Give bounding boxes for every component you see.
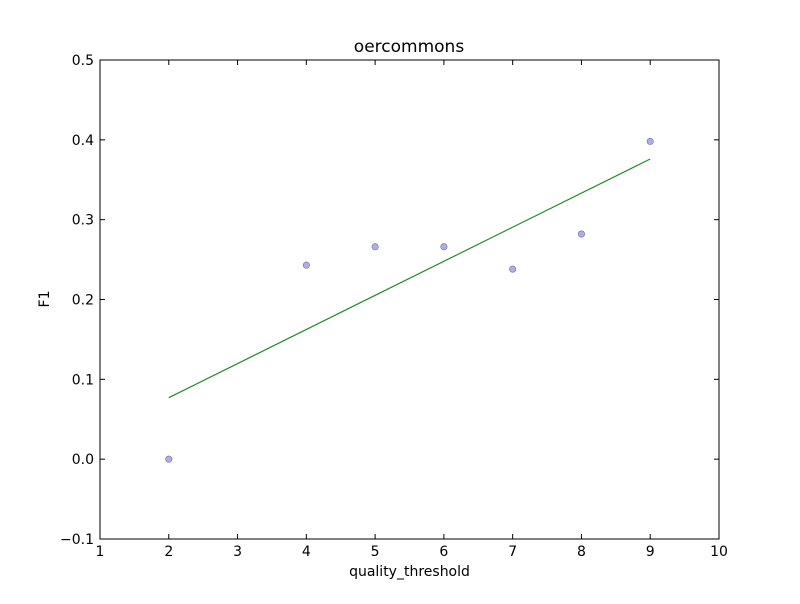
x-tick-label: 1 — [96, 544, 105, 560]
plot-content — [165, 137, 654, 463]
x-tick-label: 7 — [508, 544, 517, 560]
data-point — [577, 230, 585, 238]
data-point — [440, 243, 448, 251]
plot-frame — [99, 59, 720, 540]
y-tick-label: 0.0 — [72, 452, 94, 468]
x-tick-label: 4 — [302, 544, 311, 560]
x-tick-label: 2 — [164, 544, 173, 560]
x-tick-label: 5 — [371, 544, 380, 560]
data-point — [509, 265, 517, 273]
x-tick-label: 9 — [646, 544, 655, 560]
data-point — [165, 455, 173, 463]
x-tick-label: 6 — [439, 544, 448, 560]
x-tick-label: 10 — [710, 544, 728, 560]
data-point — [371, 243, 379, 251]
y-tick-label: −0.1 — [60, 532, 94, 548]
fit-line — [168, 158, 651, 399]
y-tick-label: 0.1 — [72, 372, 94, 388]
x-tick-label: 8 — [577, 544, 586, 560]
x-tick-label: 3 — [233, 544, 242, 560]
x-axis: 1 2 3 4 5 6 7 8 9 10 — [96, 60, 728, 560]
y-axis-label: F1 — [37, 291, 53, 308]
data-point — [646, 137, 654, 145]
x-axis-label: quality_threshold — [349, 564, 470, 580]
y-axis: −0.1 0.0 0.1 0.2 0.3 0.4 0.5 — [60, 53, 719, 548]
y-tick-label: 0.4 — [72, 133, 94, 149]
y-tick-label: 0.3 — [72, 213, 94, 229]
y-tick-label: 0.2 — [72, 293, 94, 309]
chart-title: oercommons — [354, 37, 465, 57]
data-point — [302, 261, 310, 269]
y-tick-label: 0.5 — [72, 53, 94, 69]
